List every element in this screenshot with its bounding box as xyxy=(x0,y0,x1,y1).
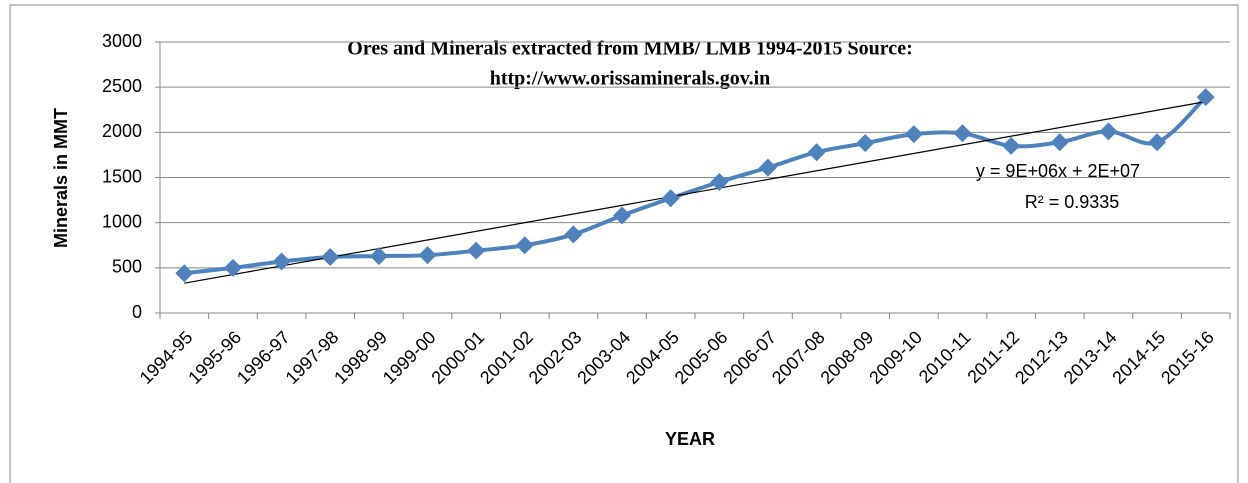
data-point xyxy=(564,225,583,244)
y-tick-label: 500 xyxy=(112,257,142,277)
data-point xyxy=(856,134,875,153)
data-point xyxy=(418,246,437,265)
y-tick-label: 3000 xyxy=(102,31,142,51)
x-axis-label: YEAR xyxy=(665,429,715,449)
x-tick-label: 2009-10 xyxy=(865,327,926,388)
x-tick-label: 1998-99 xyxy=(330,327,391,388)
x-tick-label: 2000-01 xyxy=(427,327,488,388)
chart-title: Ores and Minerals extracted from MMB/ LM… xyxy=(347,38,912,60)
data-point xyxy=(321,247,340,266)
data-point xyxy=(758,158,777,177)
data-point xyxy=(1148,133,1167,152)
data-point xyxy=(1196,88,1215,107)
data-point xyxy=(613,206,632,225)
x-tick-label: 2006-07 xyxy=(719,327,780,388)
data-point xyxy=(515,236,534,255)
data-point xyxy=(807,143,826,162)
data-line xyxy=(184,95,1208,276)
data-point xyxy=(175,264,194,283)
x-tick-label: 2012-13 xyxy=(1011,327,1072,388)
data-point xyxy=(272,252,291,271)
x-tick-label: 1994-95 xyxy=(136,327,197,388)
data-point xyxy=(904,125,923,144)
x-tick-label: 2008-09 xyxy=(817,327,878,388)
x-tick-label: 2013-14 xyxy=(1060,327,1121,388)
chart-frame xyxy=(9,4,1239,483)
data-point xyxy=(369,247,388,266)
chart-title: http://www.orissaminerals.gov.in xyxy=(490,68,771,90)
y-tick-label: 0 xyxy=(132,302,142,322)
y-tick-label: 2000 xyxy=(102,121,142,141)
data-point xyxy=(1099,122,1118,141)
data-point xyxy=(223,258,242,277)
x-tick-label: 2007-08 xyxy=(768,327,829,388)
y-tick-label: 1000 xyxy=(102,211,142,231)
data-point xyxy=(953,124,972,143)
data-point xyxy=(1002,136,1021,155)
x-tick-label: 2002-03 xyxy=(525,327,586,388)
data-point xyxy=(1050,133,1069,152)
data-point xyxy=(467,241,486,260)
x-tick-label: 2010-11 xyxy=(915,327,975,387)
x-tick-label: 1995-96 xyxy=(184,327,245,388)
x-tick-label: 1997-98 xyxy=(282,327,343,388)
annotation: y = 9E+06x + 2E+07 xyxy=(976,161,1140,181)
x-tick-label: 1996-97 xyxy=(233,327,294,388)
y-tick-label: 1500 xyxy=(102,166,142,186)
x-tick-label: 2001-02 xyxy=(476,327,537,388)
y-axis-label: Minerals in MMT xyxy=(51,108,71,248)
x-tick-label: 2015-16 xyxy=(1157,327,1218,388)
x-tick-label: 2014-15 xyxy=(1108,327,1169,388)
trendline xyxy=(184,101,1206,284)
x-tick-label: 1999-00 xyxy=(379,327,440,388)
annotation: R² = 0.9335 xyxy=(1025,192,1120,212)
x-tick-label: 2003-04 xyxy=(573,327,634,388)
data-point xyxy=(710,173,729,192)
x-tick-label: 2005-06 xyxy=(671,327,732,388)
data-point xyxy=(661,189,680,208)
y-tick-label: 2500 xyxy=(102,76,142,96)
x-tick-label: 2004-05 xyxy=(622,327,683,388)
